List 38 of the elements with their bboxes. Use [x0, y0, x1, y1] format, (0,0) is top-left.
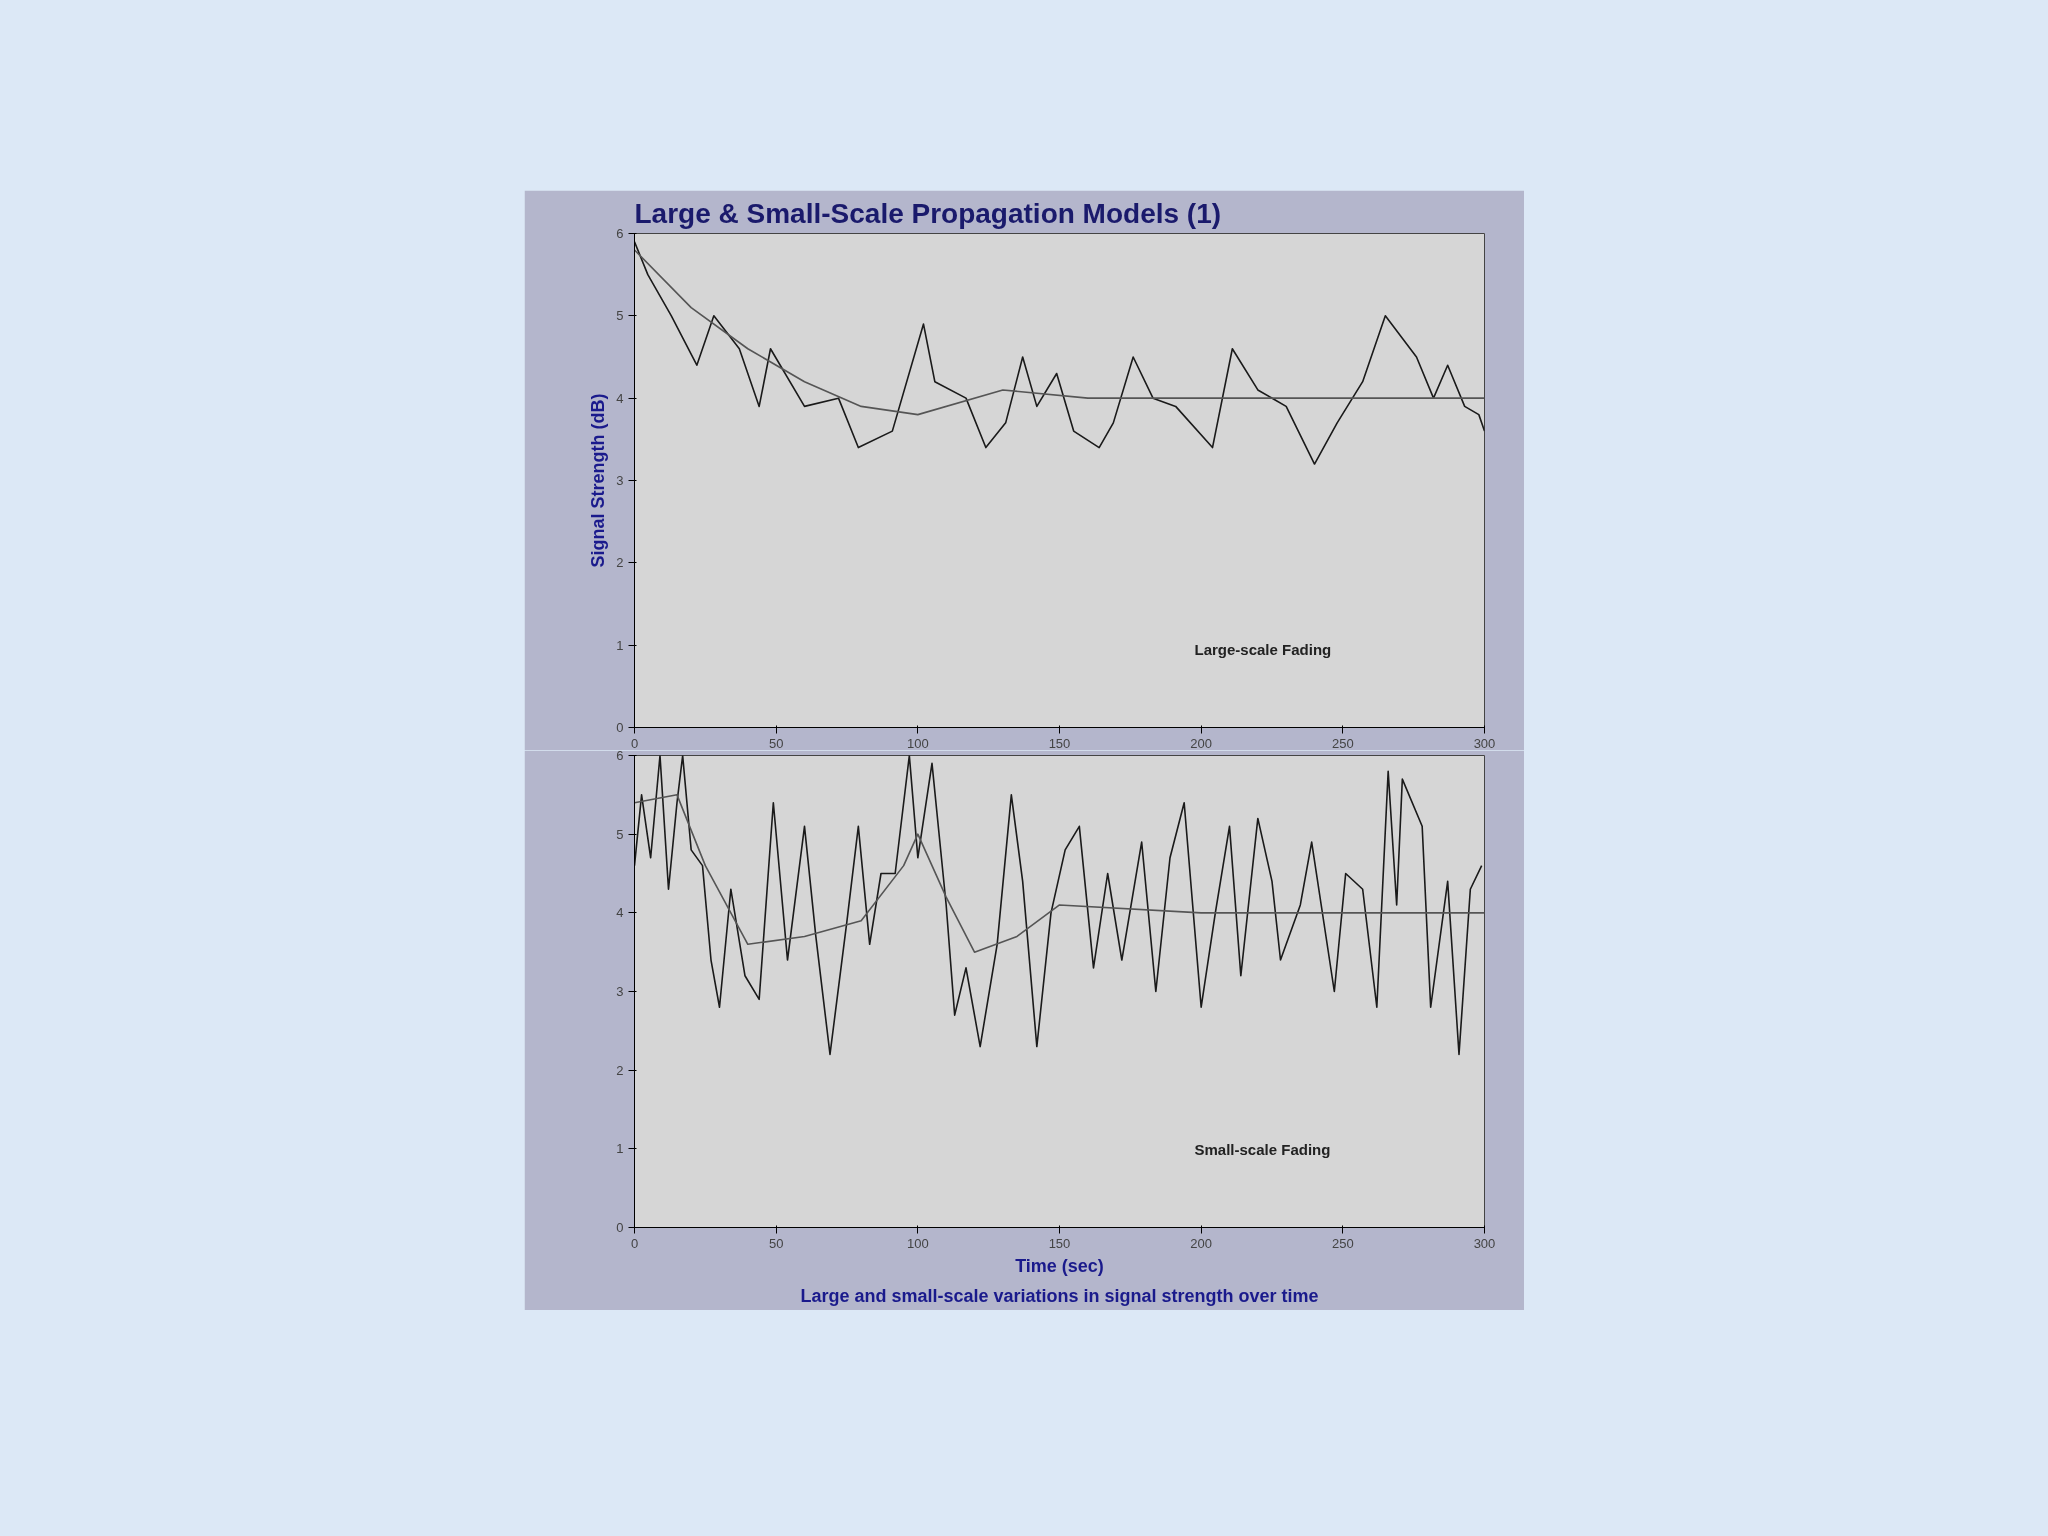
y-tick-label: 0 — [616, 720, 624, 735]
x-tick-label: 50 — [768, 1235, 784, 1251]
line-series — [634, 794, 1485, 953]
x-tick-label: 300 — [1473, 735, 1496, 751]
annotation: Large-scale Fading — [1194, 640, 1332, 658]
x-tick-label: 300 — [1473, 1235, 1496, 1251]
x-tick-label: 0 — [630, 735, 639, 751]
y-tick-label: 4 — [616, 390, 624, 406]
chart-title: Large & Small-Scale Propagation Models (1) — [634, 197, 1222, 229]
x-tick-label: 250 — [1331, 735, 1354, 751]
x-tick-label: 100 — [906, 735, 929, 751]
text: Large and small-scale variations in signal strength over time — [800, 1285, 1319, 1306]
y-tick-label: 6 — [616, 748, 624, 763]
line-series — [634, 755, 1483, 1056]
y-tick-label: 3 — [616, 473, 624, 488]
y-tick-label: 2 — [616, 555, 624, 571]
y-tick-label: 4 — [616, 905, 624, 921]
y-tick-label: 5 — [616, 826, 624, 842]
x-tick-label: 150 — [1048, 1235, 1071, 1251]
y-tick-label: 5 — [616, 308, 624, 324]
annotation: Small-scale Fading — [1194, 1140, 1331, 1158]
x-tick-label: 150 — [1048, 735, 1071, 751]
line-series — [634, 240, 1485, 465]
y-tick-label: 6 — [616, 226, 624, 241]
y-tick-label: 3 — [616, 984, 624, 999]
y-axis-title: Signal Strength (dB) — [588, 393, 609, 568]
x-tick-label: 100 — [906, 1235, 929, 1251]
x-tick-label: 250 — [1331, 1235, 1354, 1251]
y-tick-label: 1 — [616, 1141, 624, 1157]
x-axis-title: Time (sec) — [1015, 1255, 1104, 1276]
x-tick-label: 50 — [768, 735, 784, 751]
y-tick-label: 2 — [616, 1062, 624, 1078]
x-tick-label: 0 — [630, 1235, 639, 1251]
x-tick-label: 200 — [1190, 1235, 1213, 1251]
x-tick-label: 200 — [1190, 735, 1213, 751]
line-series — [634, 249, 1485, 416]
y-tick-label: 1 — [616, 637, 624, 653]
y-tick-label: 0 — [616, 1220, 624, 1235]
